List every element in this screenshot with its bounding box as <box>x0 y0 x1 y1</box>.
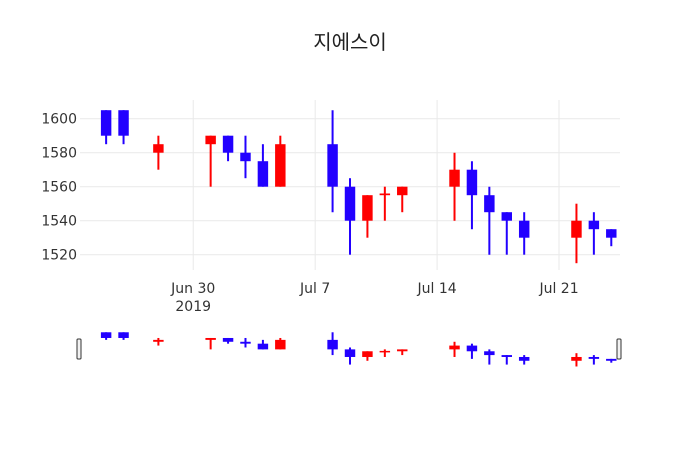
slider-candle-body <box>344 349 356 357</box>
candle-body <box>484 195 495 213</box>
slider-candle-body <box>484 351 495 356</box>
candle-body <box>222 135 234 153</box>
slider-candle-body <box>379 350 391 353</box>
x-tick-sublabel: 2019 <box>175 299 211 315</box>
slider-candle-body <box>362 351 373 357</box>
slider-candle-body <box>275 339 286 350</box>
candle-body <box>275 144 286 187</box>
candle-body <box>362 195 373 221</box>
slider-candle-body <box>518 356 530 361</box>
candle-body <box>153 144 164 153</box>
candle-body <box>466 169 478 196</box>
candle-body <box>100 110 112 136</box>
slider-candle-body <box>466 345 478 352</box>
range-slider-left-handle[interactable] <box>76 338 82 360</box>
slider-candle-body <box>397 349 408 352</box>
candle-body <box>571 220 582 238</box>
slider-candle-body <box>118 332 129 338</box>
candle-body <box>449 169 460 187</box>
chart-title: 지에스이 <box>313 30 387 54</box>
slider-candle-body <box>205 337 216 340</box>
candle-body <box>397 186 408 196</box>
x-axis-ticks: Jun 30 2019 Jul 7 Jul 14 Jul 21 <box>170 281 578 315</box>
range-slider-right-handle[interactable] <box>616 338 622 360</box>
candle-body <box>606 229 617 238</box>
range-slider[interactable] <box>76 330 622 368</box>
y-tick-label: 1600 <box>41 112 77 128</box>
candle-body <box>240 152 251 162</box>
candle-body <box>118 110 129 136</box>
x-tick-label: Jul 14 <box>417 281 457 297</box>
candle-body <box>205 135 216 145</box>
y-tick-label: 1540 <box>41 214 77 230</box>
x-tick-label: Jun 30 <box>170 281 215 297</box>
slider-candle-body <box>100 332 112 338</box>
slider-candle-body <box>240 341 251 344</box>
x-tick-label: Jul 7 <box>299 281 330 297</box>
candles <box>100 110 617 264</box>
candle-body <box>501 212 512 221</box>
slider-candle-body <box>571 356 582 361</box>
y-tick-label: 1580 <box>41 146 77 162</box>
y-axis-ticks: 1520 1540 1560 1580 1600 <box>41 112 77 264</box>
slider-candle-body <box>588 356 600 359</box>
candle-body <box>518 220 530 238</box>
candle-body <box>379 193 391 196</box>
x-tick-label: Jul 21 <box>538 281 578 297</box>
slider-candle-body <box>257 343 269 350</box>
slider-candle-body <box>327 339 338 350</box>
slider-candle-body <box>153 339 164 342</box>
slider-candle-body <box>222 337 234 342</box>
y-tick-label: 1560 <box>41 180 77 196</box>
slider-candle-body <box>501 355 512 357</box>
slider-candle-body <box>449 345 460 350</box>
candle-body <box>327 144 338 187</box>
candle-body <box>257 161 269 187</box>
slider-candle-body <box>606 358 617 361</box>
candle-body <box>588 220 600 230</box>
y-tick-label: 1520 <box>41 248 77 264</box>
candle-body <box>344 186 356 221</box>
